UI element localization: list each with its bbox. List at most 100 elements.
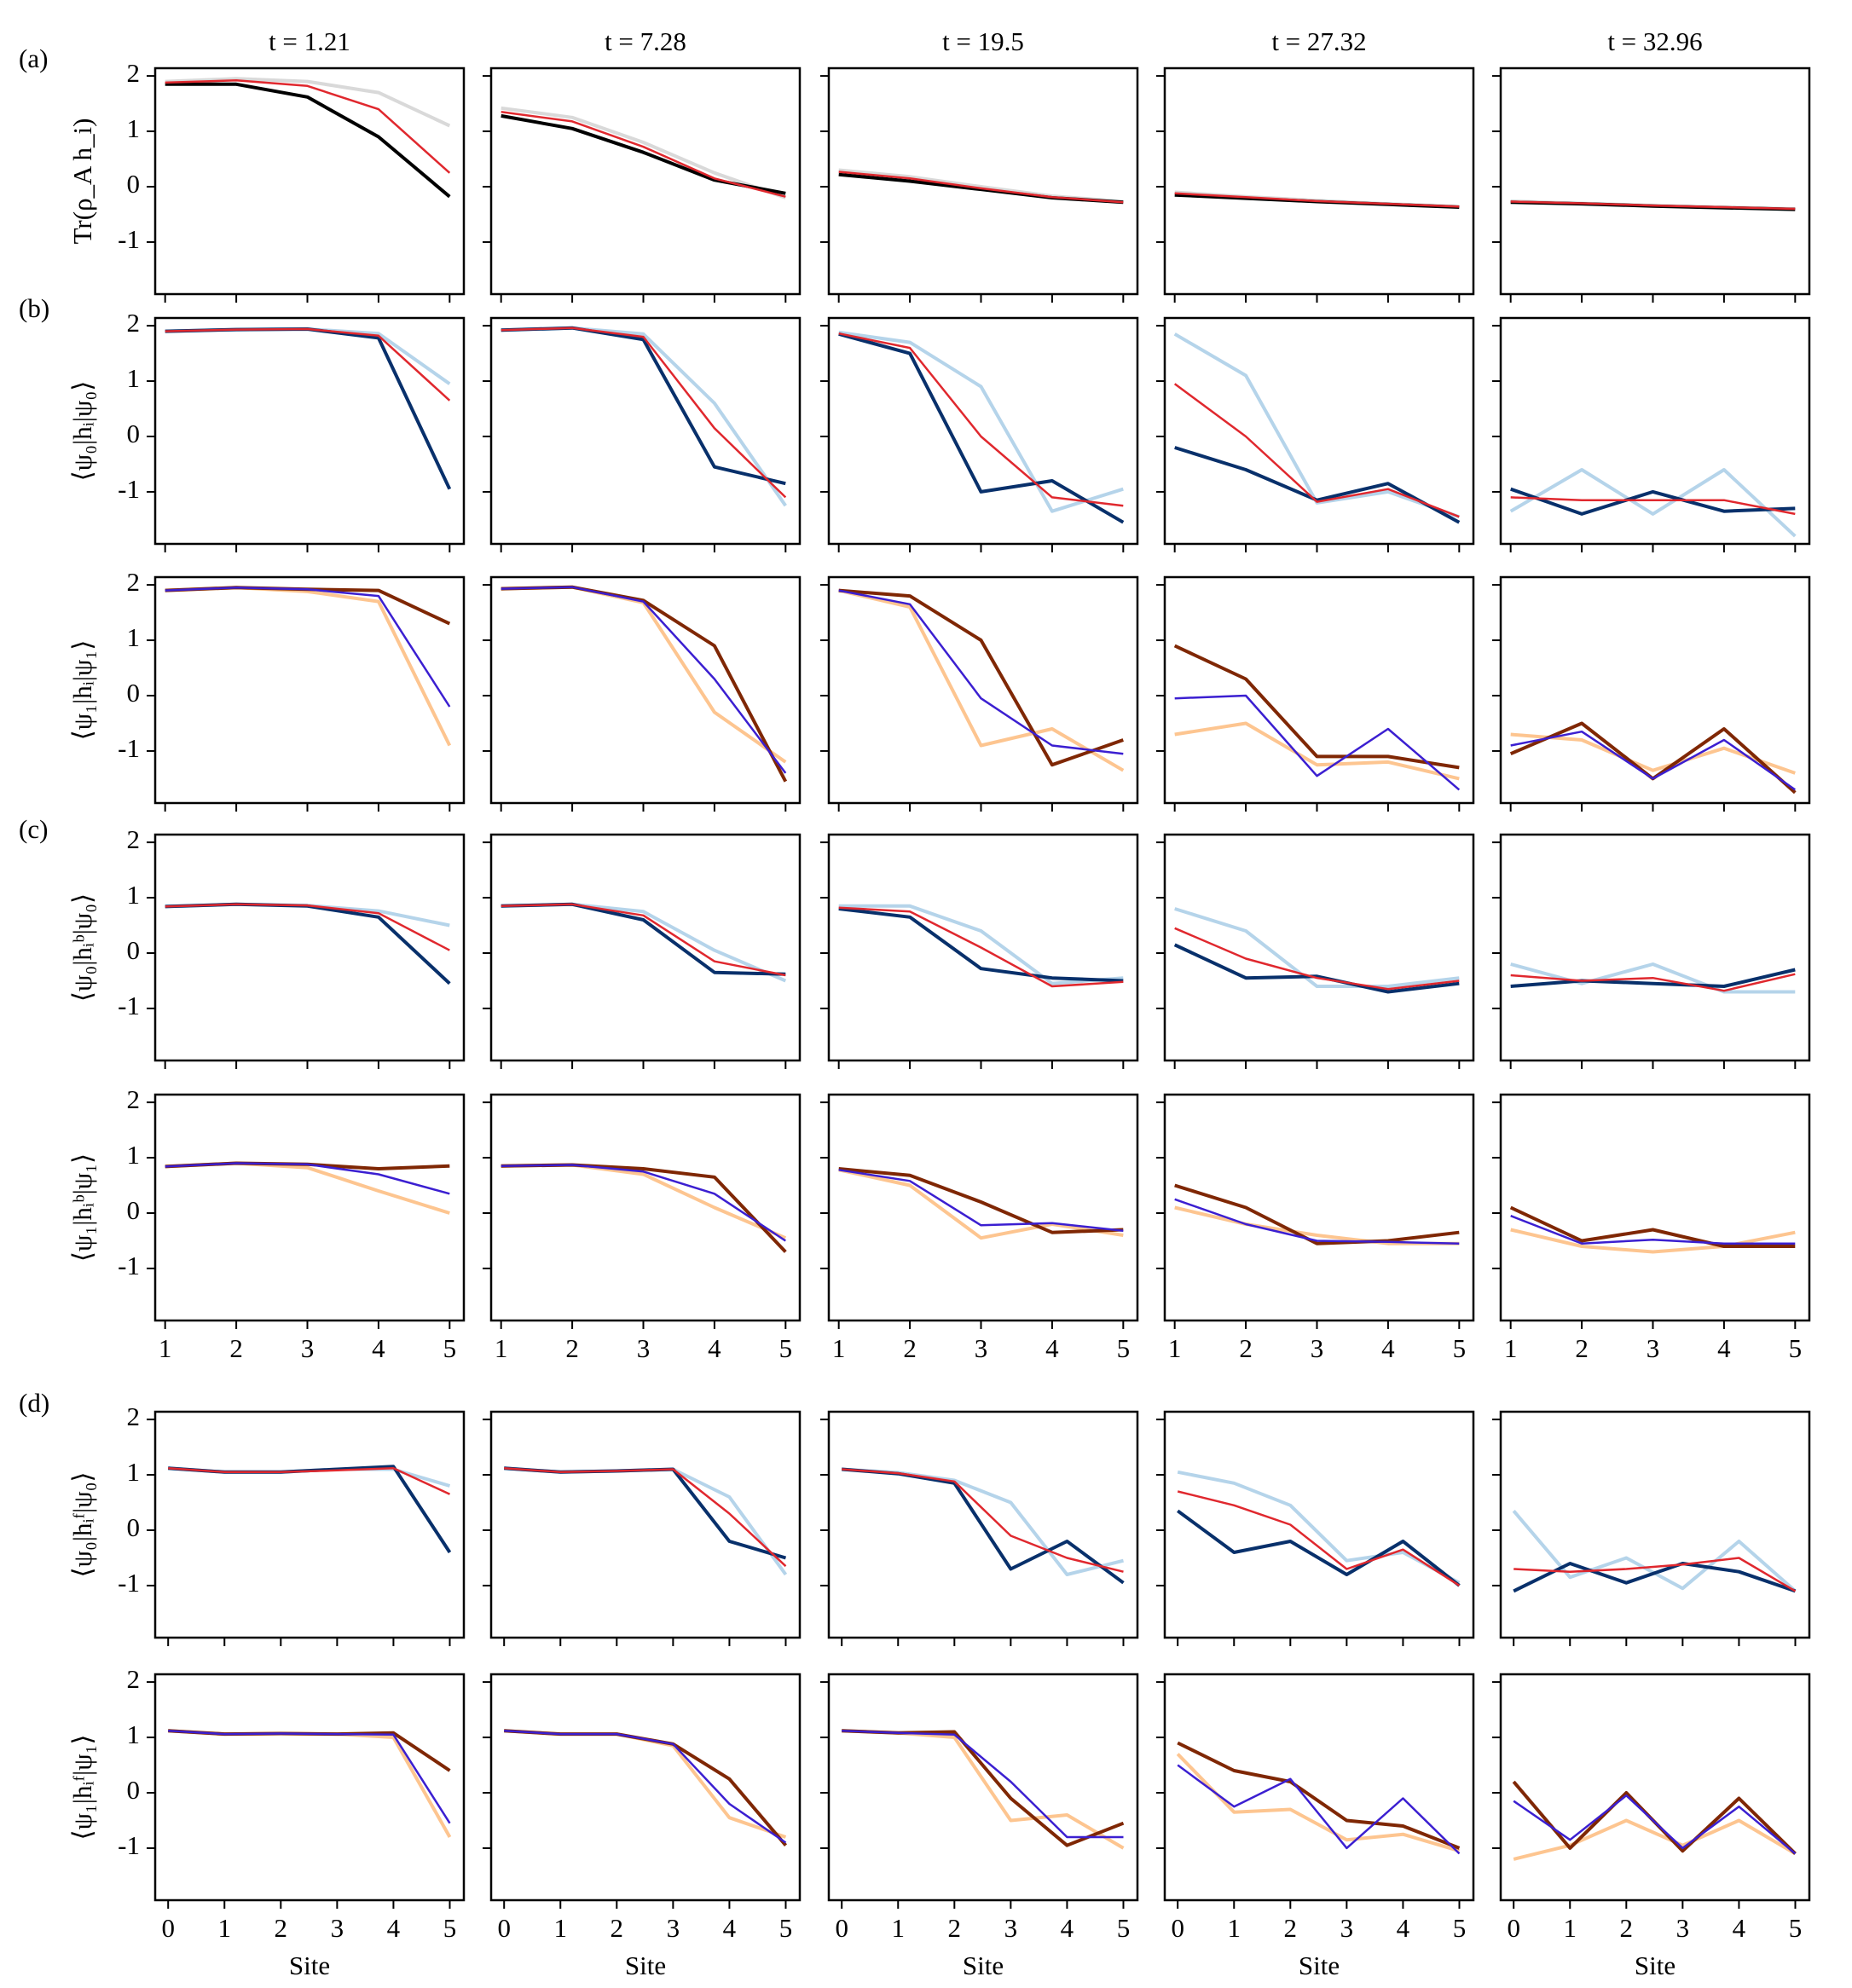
series-line <box>501 1164 786 1242</box>
series-line <box>504 1729 788 1846</box>
y-tick-label: 1 <box>127 1140 141 1170</box>
y-axis-label: ⟨ψ₁|hᵢᶠ|ψ₁⟩ <box>67 1734 97 1840</box>
series-line <box>504 1466 788 1576</box>
series-line <box>838 1169 1124 1233</box>
series-line <box>504 1729 787 1839</box>
y-tick-label: 0 <box>127 678 141 708</box>
series-line <box>838 588 1125 772</box>
y-tick-label: 1 <box>127 363 141 393</box>
y-tick-label: 2 <box>127 58 141 88</box>
series-line <box>1510 1215 1796 1245</box>
series-line <box>1173 943 1460 994</box>
y-axis-label: ⟨ψ₁|hᵢ|ψ₁⟩ <box>67 640 97 741</box>
x-tick-label: 3 <box>1311 1333 1324 1363</box>
x-tick-label: 2 <box>1575 1333 1589 1363</box>
x-tick-label: 0 <box>1171 1913 1184 1943</box>
series-line <box>501 106 786 199</box>
series-line <box>501 1163 787 1253</box>
axes-frame <box>489 1410 802 1639</box>
x-tick-label: 3 <box>667 1913 680 1943</box>
axes-frame <box>1499 1410 1811 1639</box>
x-tick-label: 1 <box>159 1333 172 1363</box>
series-line <box>165 327 451 385</box>
panel-label: (d) <box>19 1388 49 1418</box>
axes-frame <box>1499 1093 1811 1322</box>
x-tick-label: 2 <box>903 1333 917 1363</box>
axes-frame <box>1499 833 1811 1062</box>
series-line <box>842 1468 1124 1573</box>
series-line <box>501 326 787 507</box>
series-line <box>1174 927 1460 991</box>
x-tick-label: 3 <box>1676 1913 1690 1943</box>
axes-frame <box>153 316 466 546</box>
series-line <box>1512 1510 1797 1592</box>
x-tick-label: 0 <box>497 1913 511 1943</box>
axes-frame <box>489 66 802 296</box>
panel-label: (c) <box>19 814 48 844</box>
series-line <box>838 588 1124 767</box>
x-tick-label: 0 <box>161 1913 175 1943</box>
series-line <box>501 1163 787 1240</box>
series-line <box>501 327 787 499</box>
x-tick-label: 4 <box>1733 1913 1746 1943</box>
x-tick-label: 1 <box>495 1333 508 1363</box>
series-line <box>168 1729 452 1838</box>
x-tick-label: 5 <box>779 1913 793 1943</box>
x-tick-label: 1 <box>218 1913 232 1943</box>
column-title: t = 7.28 <box>605 26 686 56</box>
axes-frame <box>489 1673 802 1902</box>
axes-frame <box>827 575 1139 805</box>
series-line <box>1177 1470 1461 1585</box>
series-line <box>1174 1183 1460 1245</box>
y-tick-label: -1 <box>118 991 140 1020</box>
series-line <box>838 332 1125 524</box>
x-tick-label: 5 <box>1453 1333 1467 1363</box>
x-tick-label: 0 <box>1507 1913 1520 1943</box>
y-tick-label: 2 <box>127 1401 141 1431</box>
series-line <box>504 1730 787 1844</box>
series-line <box>1174 192 1460 208</box>
column-title: t = 19.5 <box>942 26 1024 56</box>
x-tick-label: 1 <box>1504 1333 1518 1363</box>
series-line <box>501 585 787 764</box>
y-tick-label: 0 <box>127 935 141 965</box>
series-line <box>1177 1764 1461 1855</box>
x-tick-label: 5 <box>1117 1913 1131 1943</box>
axes-frame <box>489 833 802 1062</box>
series-line <box>1173 332 1460 519</box>
axes-frame <box>153 66 466 296</box>
series-line <box>842 1729 1125 1847</box>
axes-frame <box>153 1673 466 1902</box>
y-tick-label: -1 <box>118 474 140 504</box>
series-line <box>842 1467 1124 1576</box>
x-tick-label: 1 <box>554 1913 568 1943</box>
y-tick-label: 1 <box>127 1719 141 1749</box>
series-line <box>842 1729 1125 1850</box>
x-tick-label: 2 <box>611 1913 624 1943</box>
y-tick-label: 2 <box>127 1084 141 1114</box>
series-line <box>1513 1794 1797 1855</box>
axes-frame <box>827 833 1139 1062</box>
series-line <box>1176 1753 1461 1853</box>
x-tick-label: 2 <box>275 1913 288 1943</box>
axes-frame <box>153 1410 466 1639</box>
axes-frame <box>489 575 802 805</box>
panel-label: (b) <box>19 293 49 323</box>
axes-frame <box>1499 66 1811 296</box>
y-axis-label: ⟨ψ₁|hᵢᵇ|ψ₁⟩ <box>67 1153 97 1262</box>
axes-frame <box>827 1673 1139 1902</box>
axes-frame <box>1163 575 1475 805</box>
y-tick-label: -1 <box>118 1568 140 1598</box>
series-line <box>1177 1490 1461 1586</box>
series-line <box>1513 1557 1797 1592</box>
x-tick-label: 2 <box>1620 1913 1634 1943</box>
series-line <box>165 79 451 174</box>
series-line <box>1510 962 1796 994</box>
series-line <box>1173 644 1460 770</box>
series-line <box>838 907 1124 983</box>
series-line <box>1510 200 1796 211</box>
series-line <box>1174 907 1460 988</box>
series-line <box>1510 968 1796 988</box>
x-tick-label: 4 <box>372 1333 385 1363</box>
y-tick-label: 0 <box>127 1775 141 1805</box>
